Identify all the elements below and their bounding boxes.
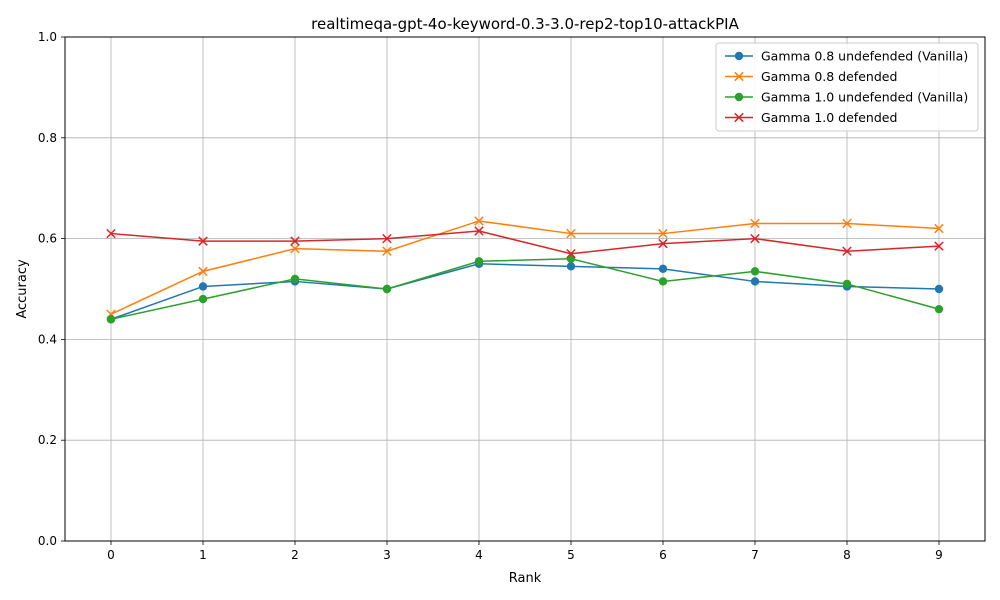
data-point (566, 262, 576, 271)
data-point (566, 228, 576, 239)
series-3 (106, 254, 944, 324)
y-tick-label: 0.6 (38, 232, 57, 246)
data-point (934, 304, 944, 314)
data-point (842, 246, 852, 256)
x-tick-label: 0 (107, 548, 115, 562)
y-tick-label: 0.2 (38, 433, 57, 447)
legend-label: Gamma 1.0 defended (761, 110, 897, 125)
x-marker-stroke (198, 266, 208, 277)
legend-label: Gamma 1.0 undefended (Vanilla) (761, 90, 968, 105)
legend-box (715, 42, 979, 132)
x-marker-stroke (566, 228, 576, 239)
x-marker-stroke (566, 248, 576, 259)
data-point (934, 241, 944, 251)
x-marker-stroke (658, 228, 668, 239)
x-tick-label: 3 (383, 548, 391, 562)
legend-marker (734, 71, 744, 82)
x-tick-label: 2 (291, 548, 299, 562)
data-point (198, 282, 208, 291)
x-axis-ticks: 0 1 2 3 4 5 6 7 8 9 (107, 541, 943, 562)
data-point (750, 233, 760, 244)
x-marker-stroke (106, 228, 116, 239)
chart-title: realtimeqa-gpt-4o-keyword-0.3-3.0-rep2-t… (311, 15, 739, 33)
x-marker-stroke (750, 218, 760, 229)
x-tick-label: 8 (843, 548, 851, 562)
data-point (290, 243, 300, 254)
y-tick-label: 0.8 (38, 131, 57, 145)
x-marker-stroke (382, 246, 392, 256)
data-point (106, 228, 116, 239)
x-tick-label: 7 (751, 548, 759, 562)
y-axis-ticks: 0.0 0.2 0.4 0.6 0.8 1.0 (38, 30, 65, 548)
series-line (110, 220, 940, 315)
x-marker-stroke (290, 243, 300, 254)
data-point (198, 294, 208, 304)
series-line (110, 258, 940, 320)
y-tick-label: 1.0 (38, 30, 57, 44)
series-line (110, 263, 940, 320)
x-marker-stroke (734, 71, 744, 82)
data-point (934, 223, 944, 234)
x-marker-stroke (474, 216, 484, 226)
data-point (290, 236, 300, 246)
x-marker-stroke (842, 218, 852, 229)
data-point (290, 274, 300, 284)
legend-item: Gamma 1.0 defended (725, 110, 897, 125)
data-point (934, 284, 944, 294)
data-point (750, 267, 760, 276)
legend-item: Gamma 1.0 undefended (Vanilla) (725, 90, 968, 105)
x-marker-stroke (934, 223, 944, 234)
data-point (106, 315, 116, 324)
data-point (382, 284, 392, 294)
x-marker-stroke (198, 236, 208, 246)
series-1 (106, 259, 944, 324)
data-point (474, 216, 484, 226)
series-layer (106, 216, 944, 324)
legend-item: Gamma 0.8 defended (725, 69, 897, 84)
x-marker-stroke (474, 226, 484, 236)
series-4 (106, 226, 944, 259)
legend-marker (734, 92, 744, 102)
data-point (658, 277, 668, 286)
x-tick-label: 5 (567, 548, 575, 562)
x-marker-stroke (658, 238, 668, 249)
data-point (658, 264, 668, 274)
data-point (198, 266, 208, 277)
x-tick-label: 1 (199, 548, 207, 562)
x-marker-stroke (750, 233, 760, 244)
data-point (842, 279, 852, 289)
data-point (382, 233, 392, 244)
x-tick-label: 6 (659, 548, 667, 562)
data-point (750, 277, 760, 286)
x-tick-label: 4 (475, 548, 483, 562)
legend-marker (734, 51, 744, 61)
y-axis-title: Accuracy (15, 259, 30, 319)
data-point (842, 218, 852, 229)
legend-item: Gamma 0.8 undefended (Vanilla) (725, 49, 968, 64)
x-marker-stroke (290, 236, 300, 246)
series-line (110, 230, 940, 255)
x-tick-label: 9 (935, 548, 943, 562)
y-tick-label: 0.4 (38, 332, 57, 346)
legend-marker (734, 112, 744, 123)
x-marker-stroke (734, 112, 744, 123)
x-marker-stroke (382, 233, 392, 244)
data-point (658, 228, 668, 239)
x-axis-title: Rank (509, 571, 542, 586)
legend: Gamma 0.8 undefended (Vanilla) Gamma 0.8 … (715, 42, 979, 132)
legend-label: Gamma 0.8 undefended (Vanilla) (761, 49, 968, 64)
data-point (382, 246, 392, 256)
data-point (474, 226, 484, 236)
data-point (474, 257, 484, 266)
data-point (750, 218, 760, 229)
plot-frame (64, 36, 986, 542)
data-point (658, 238, 668, 249)
data-point (198, 236, 208, 246)
legend-label: Gamma 0.8 defended (761, 69, 897, 84)
y-tick-label: 0.0 (38, 534, 57, 548)
x-marker-stroke (934, 241, 944, 251)
data-point (566, 248, 576, 259)
x-marker-stroke (842, 246, 852, 256)
